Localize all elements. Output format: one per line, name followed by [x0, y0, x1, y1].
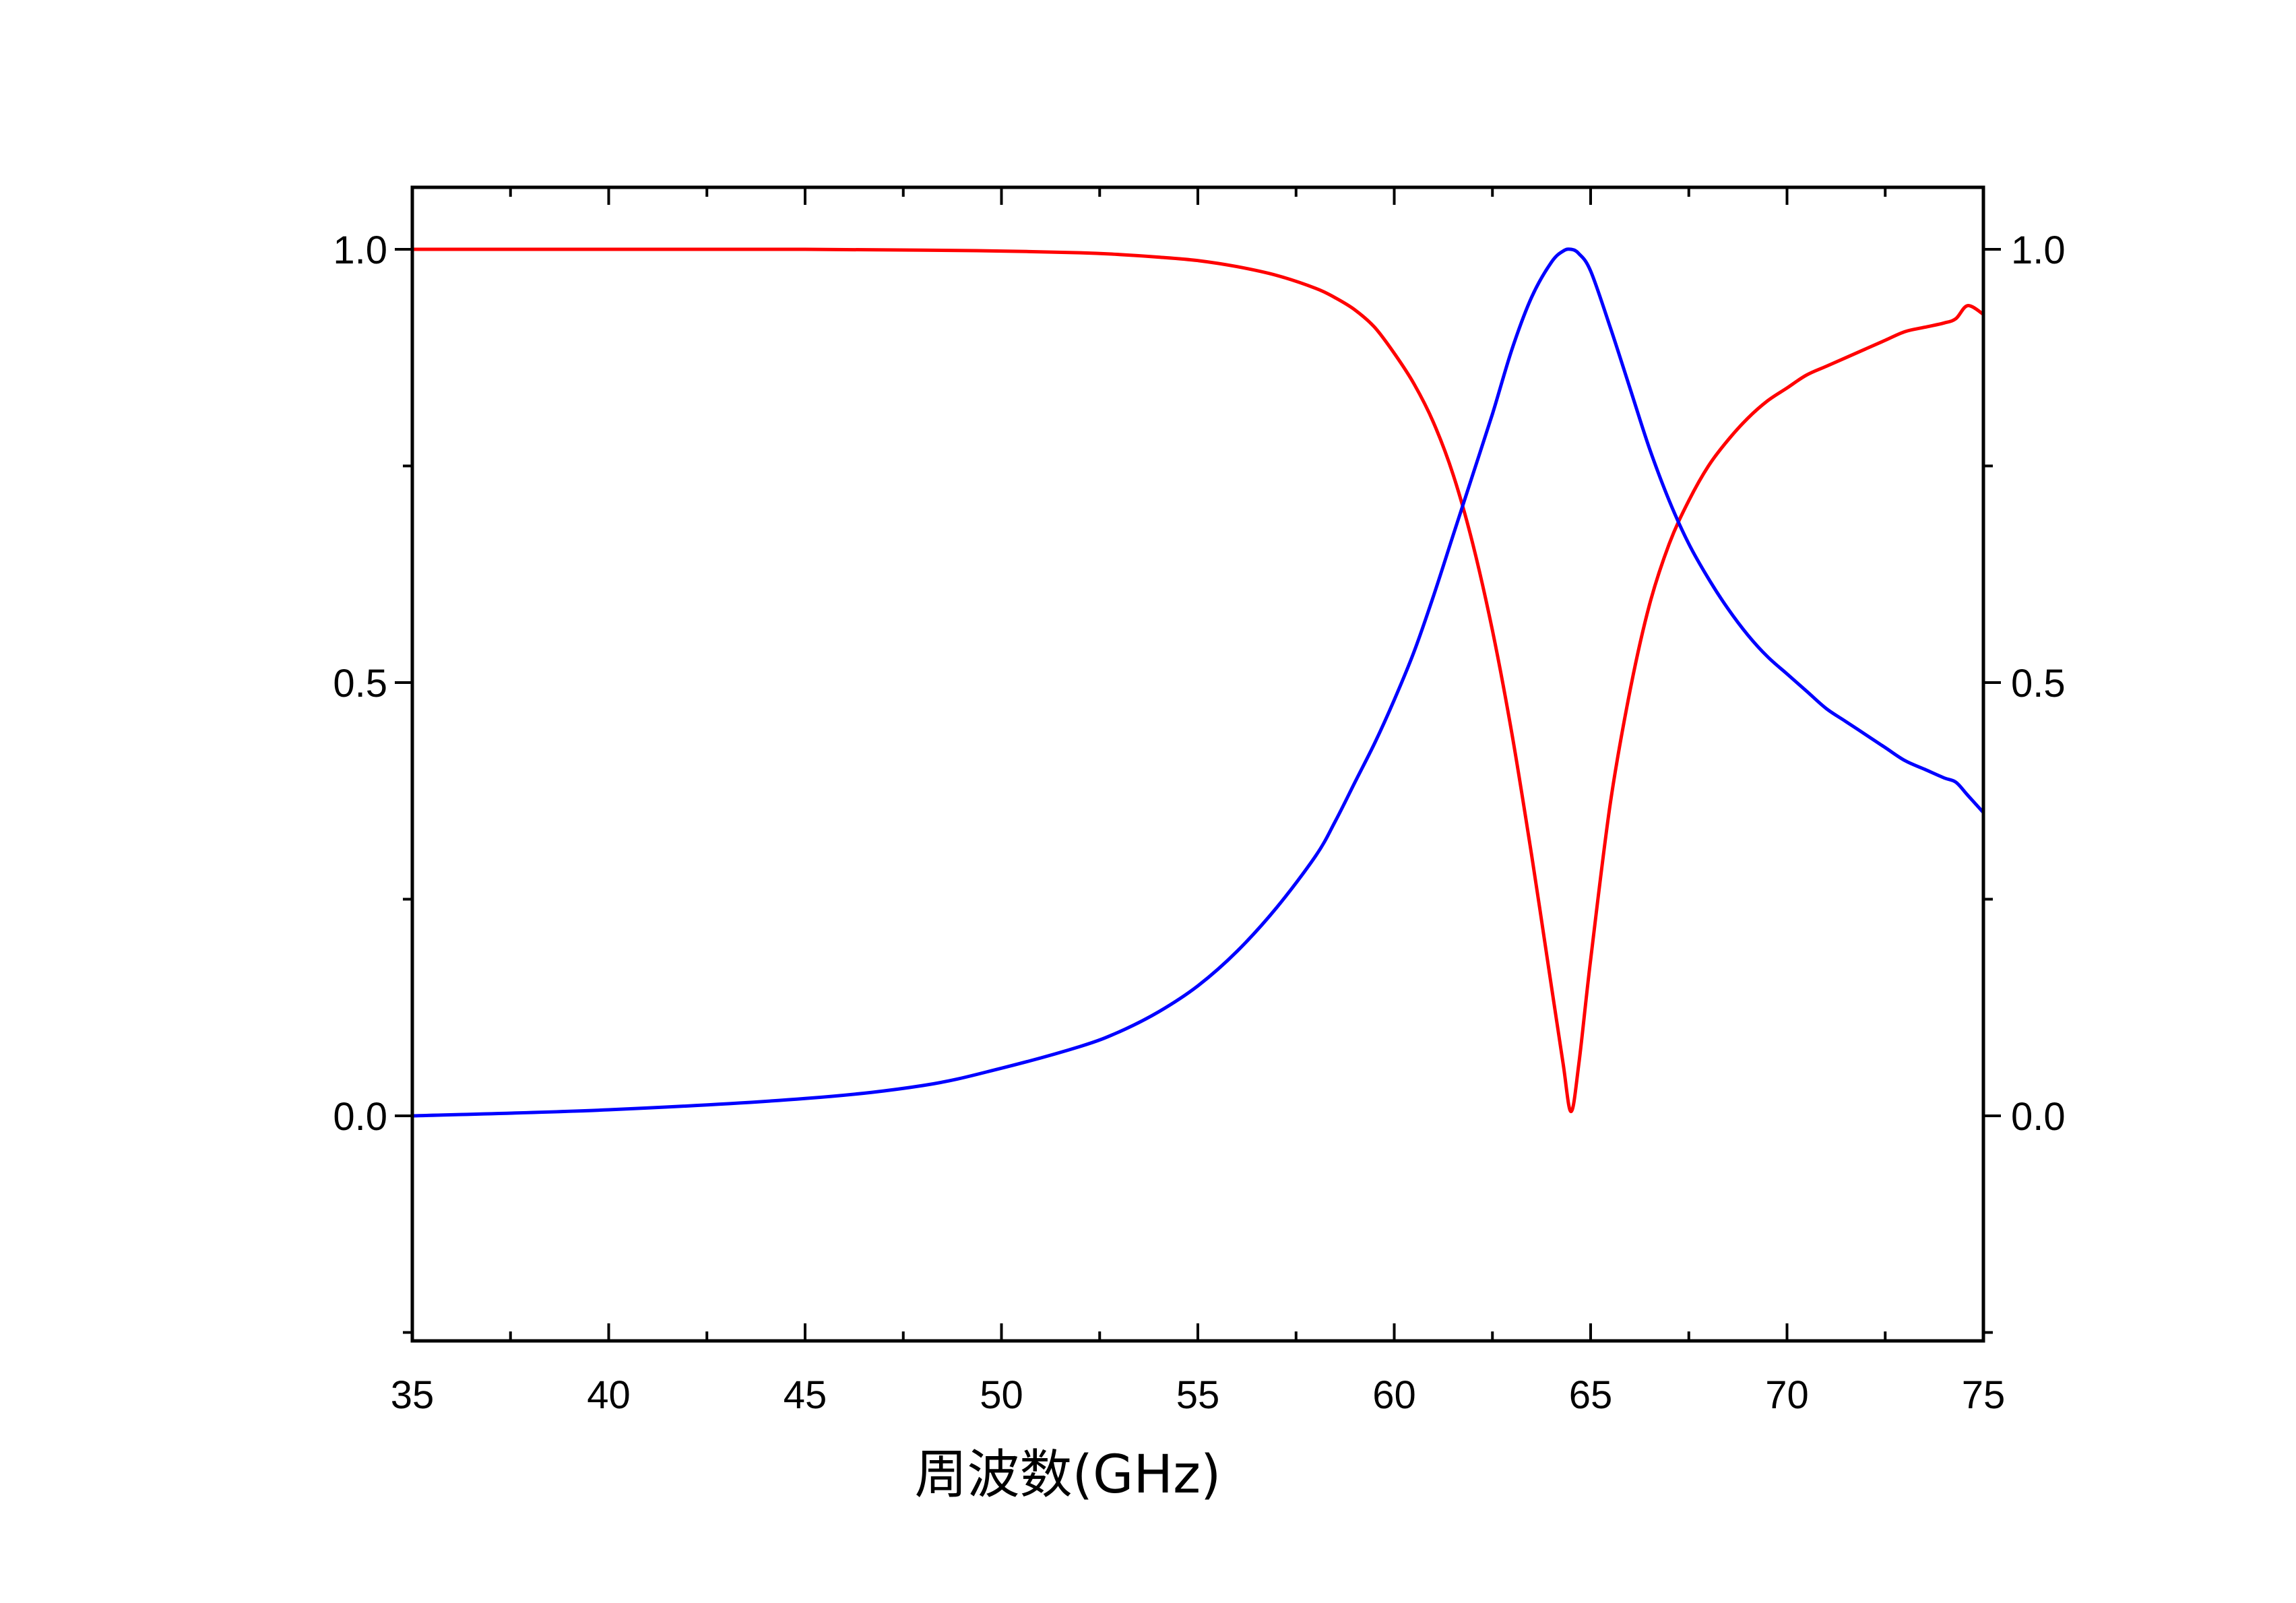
label-layer: 35 40 45 50 55 60 65 70 75 0.0 0.0 0.5 0.5 1.0 1.0 — [333, 228, 2065, 1417]
tick-layer — [395, 187, 2001, 1341]
series-line-2 — [410, 247, 1985, 1118]
x-tick-label: 60 — [1372, 1373, 1416, 1417]
y-tick-label-right: 0.0 — [2011, 1095, 2066, 1139]
x-tick-label: 45 — [784, 1373, 827, 1417]
y-tick-label-right: 0.5 — [2011, 662, 2066, 705]
x-tick-label: 65 — [1569, 1373, 1613, 1417]
x-tick-label: 75 — [1962, 1373, 2006, 1417]
x-tick-label: 50 — [980, 1373, 1023, 1417]
x-tick-label: 35 — [391, 1373, 435, 1417]
x-tick-label: 70 — [1765, 1373, 1809, 1417]
y-tick-label-left: 0.0 — [333, 1095, 387, 1139]
x-tick-label: 55 — [1176, 1373, 1220, 1417]
x-axis-title: 周波数(GHz) — [915, 1445, 1221, 1505]
y-tick-label-left: 1.0 — [333, 228, 387, 272]
series-layer — [410, 247, 1985, 1118]
x-tick-label: 40 — [587, 1373, 631, 1417]
y-tick-label-right: 1.0 — [2011, 228, 2066, 272]
y-tick-label-left: 0.5 — [333, 662, 387, 705]
series-line-1 — [410, 247, 1985, 1114]
